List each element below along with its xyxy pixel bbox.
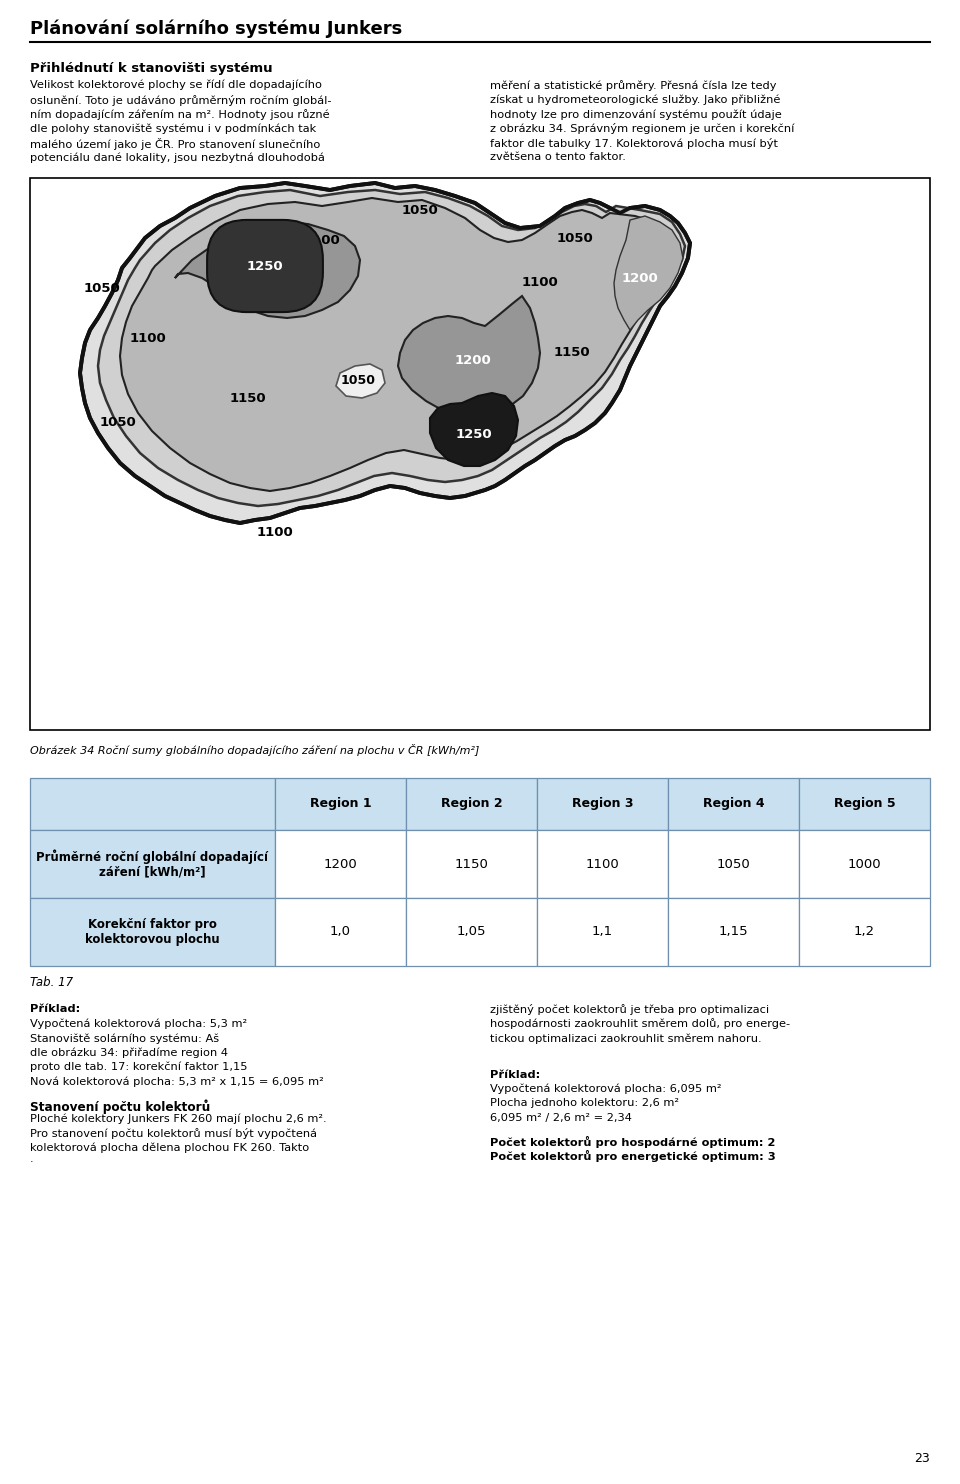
Text: získat u hydrometeorologické služby. Jako přibližné: získat u hydrometeorologické služby. Jak…	[490, 95, 780, 105]
Text: Plocha jednoho kolektoru: 2,6 m²: Plocha jednoho kolektoru: 2,6 m²	[490, 1098, 679, 1109]
Text: 1150: 1150	[455, 858, 489, 871]
Text: Region 3: Region 3	[572, 797, 634, 810]
Text: ·: ·	[30, 1158, 34, 1166]
Text: Příklad:: Příklad:	[490, 1070, 540, 1079]
Polygon shape	[336, 364, 385, 398]
Text: malého území jako je ČR. Pro stanovení slunečního: malého území jako je ČR. Pro stanovení s…	[30, 138, 321, 150]
Text: 1250: 1250	[247, 260, 283, 273]
Text: 1,05: 1,05	[457, 926, 487, 938]
Text: 1050: 1050	[84, 282, 120, 294]
Text: faktor dle tabulky 17. Kolektorová plocha musí být: faktor dle tabulky 17. Kolektorová ploch…	[490, 138, 778, 148]
Text: Stanoviště solárního systému: Aš: Stanoviště solárního systému: Aš	[30, 1033, 219, 1043]
Text: zjištěný počet kolektorů je třeba pro optimalizaci: zjištěný počet kolektorů je třeba pro op…	[490, 1005, 769, 1015]
Text: proto dle tab. 17: korekční faktor 1,15: proto dle tab. 17: korekční faktor 1,15	[30, 1063, 248, 1073]
Bar	[30, 178, 930, 730]
Text: 1050: 1050	[401, 203, 439, 217]
Text: 1200: 1200	[622, 272, 659, 285]
Text: 1100: 1100	[130, 331, 166, 344]
Text: tickou optimalizaci zaokrouhlit směrem nahoru.: tickou optimalizaci zaokrouhlit směrem n…	[490, 1033, 761, 1043]
Text: 1050: 1050	[557, 232, 593, 245]
Bar	[668, 830, 799, 898]
Text: Příklad:: Příklad:	[30, 1005, 81, 1014]
Bar	[406, 778, 537, 830]
Text: Region 2: Region 2	[441, 797, 502, 810]
Text: 1150: 1150	[554, 346, 590, 359]
Text: Obrázek 34 Roční sumy globálního dopadajícího záření na plochu v ČR [kWh/m²]: Obrázek 34 Roční sumy globálního dopadaj…	[30, 743, 479, 755]
Text: dle obrázku 34: přiřadíme region 4: dle obrázku 34: přiřadíme region 4	[30, 1048, 228, 1058]
Text: 1100: 1100	[303, 233, 341, 246]
Text: Region 1: Region 1	[310, 797, 372, 810]
Text: Velikost kolektorové plochy se řídí dle dopadajícího: Velikost kolektorové plochy se řídí dle …	[30, 80, 322, 91]
Text: Přihlédnutí k stanovišti systému: Přihlédnutí k stanovišti systému	[30, 62, 273, 76]
Text: Vypočtená kolektorová plocha: 6,095 m²: Vypočtená kolektorová plocha: 6,095 m²	[490, 1083, 722, 1095]
Text: Pro stanovení počtu kolektorů musí být vypočtená: Pro stanovení počtu kolektorů musí být v…	[30, 1128, 317, 1140]
Bar	[406, 898, 537, 966]
Text: oslunění. Toto je udáváno průměrným ročním globál-: oslunění. Toto je udáváno průměrným ročn…	[30, 95, 331, 105]
Polygon shape	[398, 295, 540, 418]
Bar	[406, 830, 537, 898]
Text: kolektorová plocha dělena plochou FK 260. Takto: kolektorová plocha dělena plochou FK 260…	[30, 1143, 309, 1153]
Text: 1200: 1200	[250, 282, 286, 294]
Polygon shape	[225, 242, 305, 294]
Bar	[799, 778, 930, 830]
Bar	[537, 778, 668, 830]
Text: 6,095 m² / 2,6 m² = 2,34: 6,095 m² / 2,6 m² = 2,34	[490, 1113, 632, 1123]
Text: měření a statistické průměry. Přesná čísla lze tedy: měření a statistické průměry. Přesná čís…	[490, 80, 777, 91]
Polygon shape	[120, 197, 678, 491]
Text: Tab. 17: Tab. 17	[30, 976, 73, 988]
Polygon shape	[98, 190, 685, 506]
Polygon shape	[175, 223, 360, 318]
Text: 1200: 1200	[324, 858, 357, 871]
Text: Plánování solárního systému Junkers: Plánování solárního systému Junkers	[30, 19, 402, 39]
Text: 1,0: 1,0	[330, 926, 351, 938]
Text: 1100: 1100	[521, 276, 559, 289]
Bar	[30, 830, 275, 898]
Text: ním dopadajícím zářením na m². Hodnoty jsou různé: ním dopadajícím zářením na m². Hodnoty j…	[30, 108, 329, 120]
Bar	[799, 898, 930, 966]
Text: Počet kolektorů pro energetické optimum: 3: Počet kolektorů pro energetické optimum:…	[490, 1150, 776, 1162]
Text: 1050: 1050	[716, 858, 751, 871]
Bar	[275, 778, 406, 830]
Text: 1,1: 1,1	[592, 926, 613, 938]
Text: Počet kolektorů pro hospodárné optimum: 2: Počet kolektorů pro hospodárné optimum: …	[490, 1135, 776, 1147]
Text: dle polohy stanoviště systému i v podmínkách tak: dle polohy stanoviště systému i v podmín…	[30, 123, 316, 134]
Text: 1000: 1000	[848, 858, 881, 871]
Text: hodnoty lze pro dimenzování systému použít údaje: hodnoty lze pro dimenzování systému použ…	[490, 108, 781, 120]
Text: Ploché kolektory Junkers FK 260 mají plochu 2,6 m².: Ploché kolektory Junkers FK 260 mají plo…	[30, 1113, 326, 1123]
Text: 1050: 1050	[341, 374, 375, 386]
Text: Stanovení počtu kolektorů: Stanovení počtu kolektorů	[30, 1100, 210, 1113]
Text: 1,15: 1,15	[719, 926, 748, 938]
Text: 1100: 1100	[586, 858, 619, 871]
Text: 23: 23	[914, 1451, 930, 1465]
Text: zvětšena o tento faktor.: zvětšena o tento faktor.	[490, 153, 626, 163]
Bar	[668, 778, 799, 830]
Polygon shape	[80, 183, 690, 522]
Text: 1050: 1050	[100, 417, 136, 429]
Bar	[537, 830, 668, 898]
Bar	[30, 898, 275, 966]
Polygon shape	[614, 217, 683, 329]
Polygon shape	[430, 393, 518, 466]
Text: 1150: 1150	[229, 392, 266, 405]
Bar	[275, 898, 406, 966]
Bar	[799, 830, 930, 898]
Text: 1250: 1250	[456, 427, 492, 441]
Text: Region 4: Region 4	[703, 797, 764, 810]
Text: potenciálu dané lokality, jsou nezbytná dlouhodobá: potenciálu dané lokality, jsou nezbytná …	[30, 153, 324, 163]
Bar	[275, 830, 406, 898]
Text: 1,2: 1,2	[854, 926, 876, 938]
Text: z obrázku 34. Správným regionem je určen i korekční: z obrázku 34. Správným regionem je určen…	[490, 123, 794, 135]
Text: 1100: 1100	[256, 527, 294, 540]
Text: Vypočtená kolektorová plocha: 5,3 m²: Vypočtená kolektorová plocha: 5,3 m²	[30, 1018, 247, 1028]
Text: Průměrné roční globální dopadající
záření [kWh/m²]: Průměrné roční globální dopadající zářen…	[36, 849, 269, 879]
Text: Nová kolektorová plocha: 5,3 m² x 1,15 = 6,095 m²: Nová kolektorová plocha: 5,3 m² x 1,15 =…	[30, 1076, 324, 1086]
Bar	[30, 778, 275, 830]
Text: Region 5: Region 5	[833, 797, 896, 810]
Text: hospodárnosti zaokrouhlit směrem dolů, pro energe-: hospodárnosti zaokrouhlit směrem dolů, p…	[490, 1018, 790, 1030]
Bar	[668, 898, 799, 966]
Text: 1200: 1200	[455, 353, 492, 367]
Bar	[537, 898, 668, 966]
Text: Korekční faktor pro
kolektorovou plochu: Korekční faktor pro kolektorovou plochu	[85, 919, 220, 945]
